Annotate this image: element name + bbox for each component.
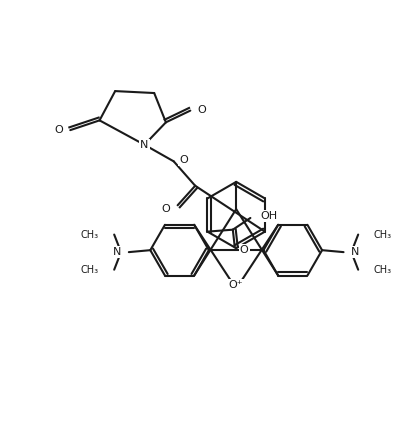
Text: O: O — [197, 105, 206, 115]
Text: N: N — [113, 247, 121, 257]
Text: O: O — [161, 204, 170, 214]
Text: O: O — [180, 155, 188, 165]
Text: O: O — [240, 245, 248, 255]
Text: CH₃: CH₃ — [81, 265, 99, 275]
Text: N: N — [351, 247, 360, 257]
Text: N: N — [140, 140, 149, 150]
Text: CH₃: CH₃ — [374, 265, 392, 275]
Text: O⁺: O⁺ — [229, 280, 244, 290]
Text: OH: OH — [260, 211, 277, 221]
Text: CH₃: CH₃ — [374, 229, 392, 239]
Text: CH₃: CH₃ — [81, 229, 99, 239]
Text: O: O — [55, 125, 63, 135]
